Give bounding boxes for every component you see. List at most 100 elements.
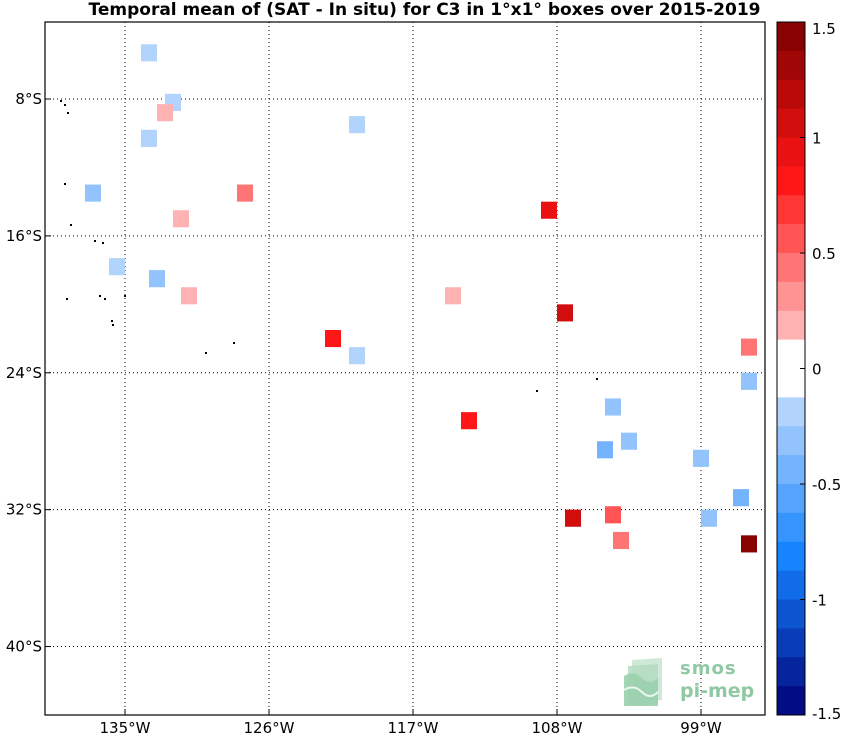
island-speck (205, 352, 207, 354)
y-tick-label: 40°S (6, 638, 42, 656)
colorbar-step (777, 108, 805, 138)
colorbar-step (777, 686, 805, 716)
data-cell (565, 509, 581, 527)
data-cell (141, 129, 157, 147)
colorbar-tick-label: 1.5 (812, 20, 836, 38)
colorbar-tick-label: 0.5 (812, 245, 836, 263)
colorbar-step (777, 484, 805, 514)
colorbar-step (777, 397, 805, 427)
colorbar-step (777, 455, 805, 485)
data-cell (741, 535, 757, 553)
island-speck (64, 183, 66, 185)
colorbar-step (777, 570, 805, 600)
island-speck (67, 112, 69, 114)
data-cell (461, 412, 477, 430)
grid-lines (45, 22, 765, 715)
data-cell (149, 270, 165, 288)
data-cell (557, 304, 573, 322)
chart-title: Temporal mean of (SAT - In situ) for C3 … (88, 0, 761, 20)
logo-line-1: smos (680, 658, 737, 679)
x-tick-label: 126°W (244, 719, 295, 737)
colorbar-step (777, 50, 805, 81)
data-cell (741, 372, 757, 390)
data-cell (733, 489, 749, 507)
island-speck (596, 378, 598, 380)
island-speck (94, 240, 96, 242)
data-cell (237, 184, 253, 202)
island-speck (70, 224, 72, 226)
data-cells (85, 44, 757, 553)
colorbar-step (777, 195, 805, 225)
map-frame (44, 21, 766, 716)
colorbar-step (777, 79, 805, 110)
island-speck (112, 324, 114, 326)
colorbar-step (777, 657, 805, 687)
map-background (45, 22, 765, 715)
data-cell (85, 184, 101, 202)
data-cell (325, 330, 341, 348)
data-cell (349, 116, 365, 134)
colorbar-step (777, 310, 805, 341)
y-tick-label: 16°S (6, 227, 42, 245)
smos-pimep-logo: smos pi-mep (622, 656, 762, 708)
colorbar-step (777, 339, 805, 369)
data-cell (157, 104, 173, 122)
x-tick-label: 135°W (100, 719, 151, 737)
colorbar-step (777, 224, 805, 254)
colorbar-tick-label: 0 (812, 361, 822, 379)
colorbar-tick-label: -1 (812, 592, 827, 610)
data-cell (141, 44, 157, 62)
logo-line-2: pi-mep (680, 680, 755, 702)
colorbar-step (777, 628, 805, 658)
colorbar-tick-label: 1 (812, 130, 822, 148)
y-tick-label: 32°S (6, 501, 42, 519)
x-tick-label: 108°W (532, 719, 583, 737)
data-cell (373, 304, 389, 322)
colorbar-step (777, 253, 805, 283)
colorbar-step (777, 512, 805, 543)
data-cell (597, 441, 613, 459)
island-speck (104, 298, 106, 300)
data-cell (693, 449, 709, 467)
colorbar-tick-label: -0.5 (812, 476, 841, 494)
axis-tick-labels: 135°W 126°W 117°W 108°W 99°W 8°S 16°S 24°S 32°S 4… (6, 90, 722, 737)
island-speck (99, 295, 101, 297)
island-speck (102, 242, 104, 244)
data-cell (181, 287, 197, 305)
x-tick-label: 99°W (680, 719, 722, 737)
colorbar-step (777, 137, 805, 167)
island-specks (60, 100, 598, 392)
x-tick-label: 117°W (388, 719, 439, 737)
data-cell (605, 506, 621, 524)
colorbar-step (777, 541, 805, 572)
colorbar: 1.5 1 0.5 0 -0.5 -1 -1.5 (776, 20, 841, 723)
colorbar-step (777, 281, 805, 312)
data-cell (613, 531, 629, 550)
data-cell (741, 338, 757, 356)
data-cell (701, 509, 717, 527)
data-cell (349, 347, 365, 365)
data-cell (541, 201, 557, 219)
colorbar-step (777, 368, 805, 398)
colorbar-tick-labels: 1.5 1 0.5 0 -0.5 -1 -1.5 (800, 20, 841, 723)
y-tick-label: 8°S (15, 90, 42, 108)
data-cell (621, 432, 637, 450)
data-cell (109, 258, 125, 276)
colorbar-step (777, 426, 805, 456)
island-speck (66, 298, 68, 300)
colorbar-step (777, 599, 805, 629)
logo-waves-icon (623, 658, 662, 706)
colorbar-tick-label: -1.5 (812, 705, 841, 723)
data-cell (605, 398, 621, 416)
data-cell (173, 210, 189, 228)
island-speck (60, 100, 62, 102)
island-speck (233, 342, 235, 344)
island-speck (124, 295, 126, 297)
colorbar-step (777, 22, 805, 52)
colorbar-step (777, 166, 805, 196)
map-plot-area: 135°W 126°W 117°W 108°W 99°W 8°S 16°S 24°S 32°S 4… (6, 21, 766, 737)
y-tick-label: 24°S (6, 364, 42, 382)
island-speck (536, 390, 538, 392)
colorbar-steps (777, 22, 805, 716)
